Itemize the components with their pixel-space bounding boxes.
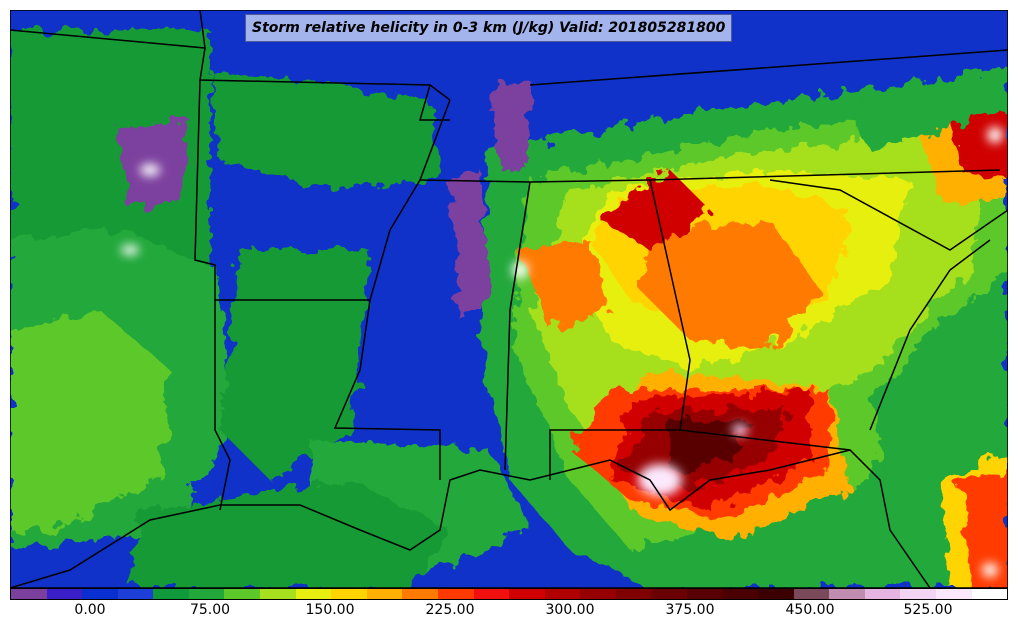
colorbar-swatch — [936, 589, 972, 599]
colorbar-swatch — [188, 589, 225, 599]
colorbar-swatch — [829, 589, 865, 599]
colorbar-swatch — [366, 589, 403, 599]
colorbar-tick-label: 150.00 — [305, 602, 355, 618]
colorbar-tick-label: 0.00 — [74, 602, 106, 618]
colorbar-swatch — [437, 589, 474, 599]
colorbar-swatch — [11, 589, 47, 599]
colorbar-swatch — [260, 589, 296, 599]
colorbar-swatch — [82, 589, 118, 599]
colorbar-swatch — [509, 589, 545, 599]
colorbar-swatch — [224, 589, 261, 599]
helicity-map — [10, 10, 1008, 588]
colorbar-swatch — [900, 589, 937, 599]
colorbar-tick-label: 375.00 — [665, 602, 715, 618]
colorbar-swatch — [402, 589, 438, 599]
colorbar-tick-label: 450.00 — [785, 602, 835, 618]
colorbar-tick-label: 300.00 — [545, 602, 595, 618]
colorbar-swatch — [615, 589, 652, 599]
colorbar-swatch — [758, 589, 794, 599]
colorbar-tick-label: 525.00 — [903, 602, 953, 618]
colorbar-swatch — [117, 589, 154, 599]
colorbar — [10, 588, 1008, 600]
colorbar-swatch — [793, 589, 830, 599]
colorbar-swatch — [651, 589, 687, 599]
colorbar-tick-label: 225.00 — [425, 602, 475, 618]
colorbar-swatch — [295, 589, 332, 599]
colorbar-swatch — [544, 589, 581, 599]
colorbar-swatch — [46, 589, 83, 599]
colorbar-swatch — [722, 589, 759, 599]
colorbar-swatch — [331, 589, 367, 599]
colorbar-swatch — [864, 589, 901, 599]
colorbar-ticks: 0.00 75.00 150.00 225.00 300.00 375.00 450.00 5… — [10, 600, 1008, 630]
colorbar-swatch — [971, 589, 1008, 599]
colorbar-swatch — [580, 589, 616, 599]
colorbar-swatch — [153, 589, 189, 599]
map-title: Storm relative helicity in 0-3 km (J/kg)… — [245, 14, 733, 42]
state-boundaries — [10, 10, 1008, 588]
colorbar-swatch — [473, 589, 510, 599]
colorbar-tick-label: 75.00 — [189, 602, 231, 618]
colorbar-swatch — [686, 589, 723, 599]
